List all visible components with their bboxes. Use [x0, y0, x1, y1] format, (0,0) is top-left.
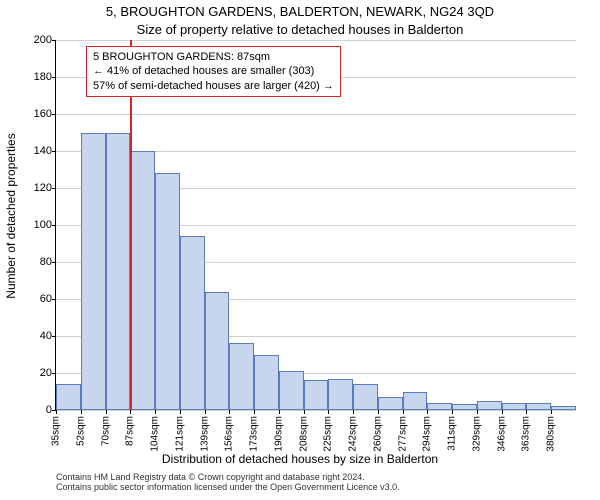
histogram-bar	[353, 384, 378, 410]
xtick-mark	[353, 410, 354, 414]
xtick-mark	[205, 410, 206, 414]
ytick-label: 60	[22, 293, 52, 305]
footer-line2: Contains public sector information licen…	[56, 482, 400, 492]
xtick-mark	[279, 410, 280, 414]
xtick-label: 87sqm	[125, 416, 136, 446]
xtick-mark	[477, 410, 478, 414]
chart-title-line2: Size of property relative to detached ho…	[0, 22, 600, 37]
xtick-label: 35sqm	[51, 416, 62, 446]
xtick-mark	[328, 410, 329, 414]
xtick-mark	[229, 410, 230, 414]
ytick-mark	[52, 299, 56, 300]
xtick-label: 156sqm	[224, 416, 235, 452]
histogram-bar	[477, 401, 502, 410]
footer-attribution: Contains HM Land Registry data © Crown c…	[56, 472, 400, 492]
xtick-label: 139sqm	[199, 416, 210, 452]
xtick-label: 311sqm	[447, 416, 458, 451]
histogram-bar	[452, 404, 477, 410]
xtick-mark	[155, 410, 156, 414]
ytick-mark	[52, 40, 56, 41]
histogram-bar	[279, 371, 304, 410]
ytick-mark	[52, 151, 56, 152]
xtick-mark	[502, 410, 503, 414]
xtick-mark	[56, 410, 57, 414]
xtick-label: 173sqm	[249, 416, 260, 452]
xtick-mark	[526, 410, 527, 414]
ytick-label: 140	[22, 145, 52, 157]
xtick-label: 363sqm	[521, 416, 532, 452]
ytick-label: 120	[22, 182, 52, 194]
annotation-line3: 57% of semi-detached houses are larger (…	[93, 79, 334, 93]
histogram-bar	[526, 403, 551, 410]
ytick-label: 180	[22, 71, 52, 83]
annotation-line1: 5 BROUGHTON GARDENS: 87sqm	[93, 50, 334, 64]
ytick-mark	[52, 77, 56, 78]
ytick-label: 200	[22, 34, 52, 46]
histogram-bar	[81, 133, 106, 411]
histogram-bar	[56, 384, 81, 410]
xtick-mark	[106, 410, 107, 414]
xtick-label: 70sqm	[100, 416, 111, 446]
xtick-label: 294sqm	[422, 416, 433, 452]
histogram-bar	[328, 379, 353, 410]
histogram-bar	[304, 380, 329, 410]
xtick-mark	[378, 410, 379, 414]
xtick-mark	[81, 410, 82, 414]
y-axis-label: Number of detached properties	[4, 26, 18, 406]
histogram-bar	[551, 406, 576, 410]
ytick-mark	[52, 225, 56, 226]
histogram-bar	[130, 151, 155, 410]
xtick-mark	[180, 410, 181, 414]
ytick-label: 100	[22, 219, 52, 231]
annotation-box: 5 BROUGHTON GARDENS: 87sqm← 41% of detac…	[86, 46, 341, 97]
gridline-h	[56, 410, 576, 411]
histogram-bar	[254, 355, 279, 411]
xtick-mark	[551, 410, 552, 414]
histogram-bar	[106, 133, 131, 411]
ytick-label: 80	[22, 256, 52, 268]
xtick-mark	[254, 410, 255, 414]
x-axis-label: Distribution of detached houses by size …	[0, 452, 600, 466]
ytick-mark	[52, 188, 56, 189]
histogram-bar	[427, 403, 452, 410]
ytick-label: 40	[22, 330, 52, 342]
histogram-bar	[502, 403, 527, 410]
histogram-bar	[155, 173, 180, 410]
xtick-label: 52sqm	[75, 416, 86, 446]
ytick-mark	[52, 114, 56, 115]
plot-area: 02040608010012014016018020035sqm52sqm70s…	[55, 40, 576, 411]
xtick-mark	[427, 410, 428, 414]
ytick-label: 0	[22, 404, 52, 416]
xtick-mark	[403, 410, 404, 414]
xtick-mark	[452, 410, 453, 414]
xtick-label: 329sqm	[471, 416, 482, 452]
histogram-bar	[378, 397, 403, 410]
xtick-label: 208sqm	[298, 416, 309, 452]
ytick-mark	[52, 262, 56, 263]
histogram-bar	[229, 343, 254, 410]
xtick-label: 277sqm	[397, 416, 408, 452]
histogram-bar	[205, 292, 230, 410]
annotation-line2: ← 41% of detached houses are smaller (30…	[93, 64, 334, 78]
xtick-label: 225sqm	[323, 416, 334, 452]
xtick-label: 380sqm	[546, 416, 557, 452]
chart-title-line1: 5, BROUGHTON GARDENS, BALDERTON, NEWARK,…	[0, 4, 600, 19]
xtick-label: 346sqm	[496, 416, 507, 452]
xtick-label: 121sqm	[174, 416, 185, 452]
xtick-label: 260sqm	[372, 416, 383, 452]
xtick-label: 242sqm	[348, 416, 359, 452]
ytick-label: 160	[22, 108, 52, 120]
xtick-label: 190sqm	[273, 416, 284, 452]
ytick-label: 20	[22, 367, 52, 379]
xtick-mark	[304, 410, 305, 414]
gridline-h	[56, 40, 576, 41]
histogram-bar	[403, 392, 428, 411]
ytick-mark	[52, 336, 56, 337]
gridline-h	[56, 114, 576, 115]
histogram-bar	[180, 236, 205, 410]
xtick-label: 104sqm	[150, 416, 161, 452]
ytick-mark	[52, 373, 56, 374]
footer-line1: Contains HM Land Registry data © Crown c…	[56, 472, 400, 482]
xtick-mark	[130, 410, 131, 414]
